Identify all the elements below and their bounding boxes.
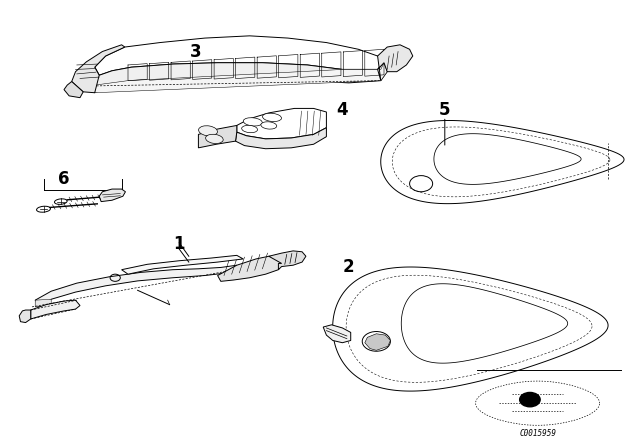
- Polygon shape: [35, 265, 240, 307]
- Polygon shape: [90, 63, 387, 93]
- Polygon shape: [237, 108, 326, 139]
- Text: C0015959: C0015959: [519, 429, 556, 438]
- Ellipse shape: [205, 134, 223, 143]
- Text: 4: 4: [337, 101, 348, 119]
- Polygon shape: [333, 267, 608, 391]
- Polygon shape: [72, 45, 125, 93]
- Polygon shape: [269, 251, 306, 270]
- Polygon shape: [381, 121, 624, 204]
- Ellipse shape: [262, 113, 282, 121]
- Polygon shape: [122, 255, 243, 274]
- Text: 1: 1: [173, 235, 185, 253]
- Ellipse shape: [261, 122, 276, 129]
- Polygon shape: [434, 134, 581, 185]
- Text: 6: 6: [58, 170, 70, 188]
- Text: 2: 2: [343, 258, 355, 276]
- Ellipse shape: [198, 126, 218, 136]
- Text: 3: 3: [189, 43, 201, 60]
- Polygon shape: [19, 310, 31, 323]
- Polygon shape: [236, 128, 326, 149]
- Text: 5: 5: [439, 101, 451, 119]
- Ellipse shape: [243, 118, 262, 126]
- Ellipse shape: [36, 206, 51, 212]
- Polygon shape: [99, 189, 125, 202]
- Polygon shape: [323, 325, 351, 343]
- Polygon shape: [378, 45, 413, 81]
- Circle shape: [520, 392, 540, 407]
- Polygon shape: [401, 284, 568, 363]
- Polygon shape: [31, 300, 80, 319]
- Ellipse shape: [54, 199, 67, 204]
- Polygon shape: [365, 334, 390, 350]
- Polygon shape: [35, 299, 51, 307]
- Polygon shape: [198, 125, 237, 148]
- Polygon shape: [218, 256, 282, 281]
- Ellipse shape: [242, 125, 257, 133]
- Polygon shape: [90, 63, 387, 93]
- Polygon shape: [64, 82, 83, 98]
- Polygon shape: [95, 36, 384, 75]
